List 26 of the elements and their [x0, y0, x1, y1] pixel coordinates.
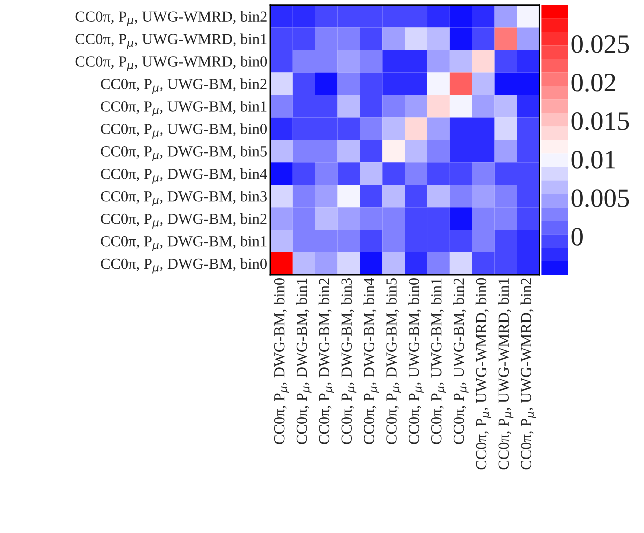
color-bar-label: 0: [572, 228, 583, 246]
color-bar-label: 0.02: [572, 74, 616, 92]
x-tick-label: CC0π, P$_{μ}$, DWG-BM, bin5: [386, 278, 402, 444]
y-tick-label: CC0π, P$_{μ}$, UWG-WMRD, bin1: [76, 34, 267, 50]
y-tick-label: CC0π, P$_{μ}$, DWG-BM, bin3: [101, 191, 267, 206]
y-tick-label: CC0π, P$_{μ}$, UWG-WMRD, bin0: [76, 56, 268, 72]
y-tick-label: CC0π, P$_{μ}$, UWG-WMRD, bin2: [76, 11, 267, 27]
x-tick-label: CC0π, P$_{μ}$, UWG-BM, bin1: [431, 278, 446, 444]
color-bar-label: 0.015: [572, 112, 630, 130]
x-tick-label: CC0π, P$_{μ}$, UWG-WMRD, bin0: [476, 278, 492, 470]
y-tick-label: CC0π, P$_{μ}$, DWG-BM, bin1: [101, 236, 267, 252]
color-bar-label: 0.01: [572, 151, 616, 169]
x-tick-label: CC0π, P$_{μ}$, UWG-BM, bin0: [408, 278, 424, 444]
y-tick-label: CC0π, P$_{μ}$, DWG-BM, bin0: [101, 258, 268, 274]
y-tick-label: CC0π, P$_{μ}$, DWG-BM, bin4: [101, 168, 268, 184]
y-tick-label: CC0π, P$_{μ}$, UWG-BM, bin0: [101, 124, 268, 139]
x-tick-label: CC0π, P$_{μ}$, UWG-WMRD, bin1: [498, 278, 514, 470]
color-bar-label: 0.025: [572, 35, 630, 54]
y-tick-label: CC0π, P$_{μ}$, UWG-BM, bin1: [101, 101, 267, 116]
y-tick-label: CC0π, P$_{μ}$, UWG-BM, bin2: [101, 78, 267, 94]
x-tick-label: CC0π, P$_{μ}$, UWG-BM, bin2: [453, 278, 469, 444]
color-bar-label: 0.005: [572, 190, 630, 208]
x-tick-label: CC0π, P$_{μ}$, UWG-WMRD, bin2: [520, 278, 536, 470]
x-tick-label: CC0π, P$_{μ}$, DWG-BM, bin4: [364, 278, 380, 444]
y-tick-label: CC0π, P$_{μ}$, DWG-BM, bin5: [101, 146, 267, 162]
y-tick-label: CC0π, P$_{μ}$, DWG-BM, bin2: [101, 213, 267, 229]
